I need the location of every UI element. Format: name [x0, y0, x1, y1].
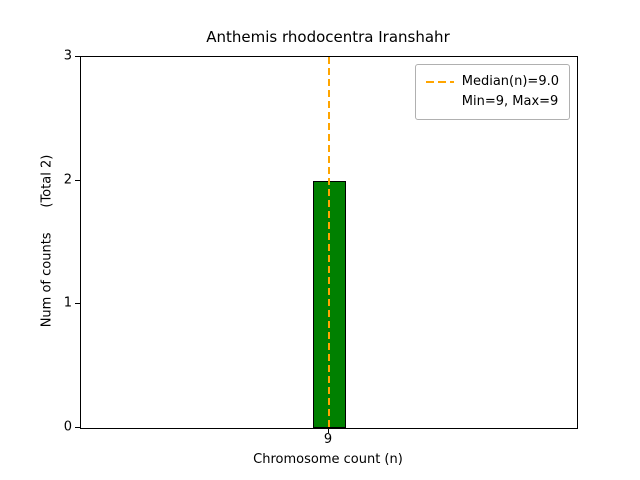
legend-sample-empty: [426, 101, 454, 103]
legend-entry-median: Median(n)=9.0: [425, 72, 559, 92]
chart-title: Anthemis rhodocentra Iranshahr: [206, 28, 450, 46]
legend-entry-minmax: Min=9, Max=9: [426, 92, 559, 112]
legend-label-minmax: Min=9, Max=9: [461, 94, 559, 109]
y-tick-mark: [75, 427, 80, 428]
x-tick-mark: [328, 428, 329, 433]
y-tick-label: 2: [63, 172, 72, 188]
y-tick-mark: [75, 56, 80, 57]
y-tick-mark: [75, 179, 80, 181]
plot-area: Median(n)=9.0 Min=9, Max=9: [80, 56, 578, 429]
median-line: [328, 57, 330, 428]
x-tick-label: 9: [323, 432, 333, 447]
x-axis-label: Chromosome count (n): [253, 452, 403, 467]
legend-label-median: Median(n)=9.0: [461, 74, 559, 89]
y-tick-label: 3: [63, 48, 72, 64]
y-tick-label: 1: [63, 295, 72, 311]
legend: Median(n)=9.0 Min=9, Max=9: [414, 64, 570, 120]
y-tick-mark: [75, 303, 80, 305]
y-tick-label: 0: [63, 419, 72, 435]
median-dashed-line-sample: [425, 81, 454, 83]
